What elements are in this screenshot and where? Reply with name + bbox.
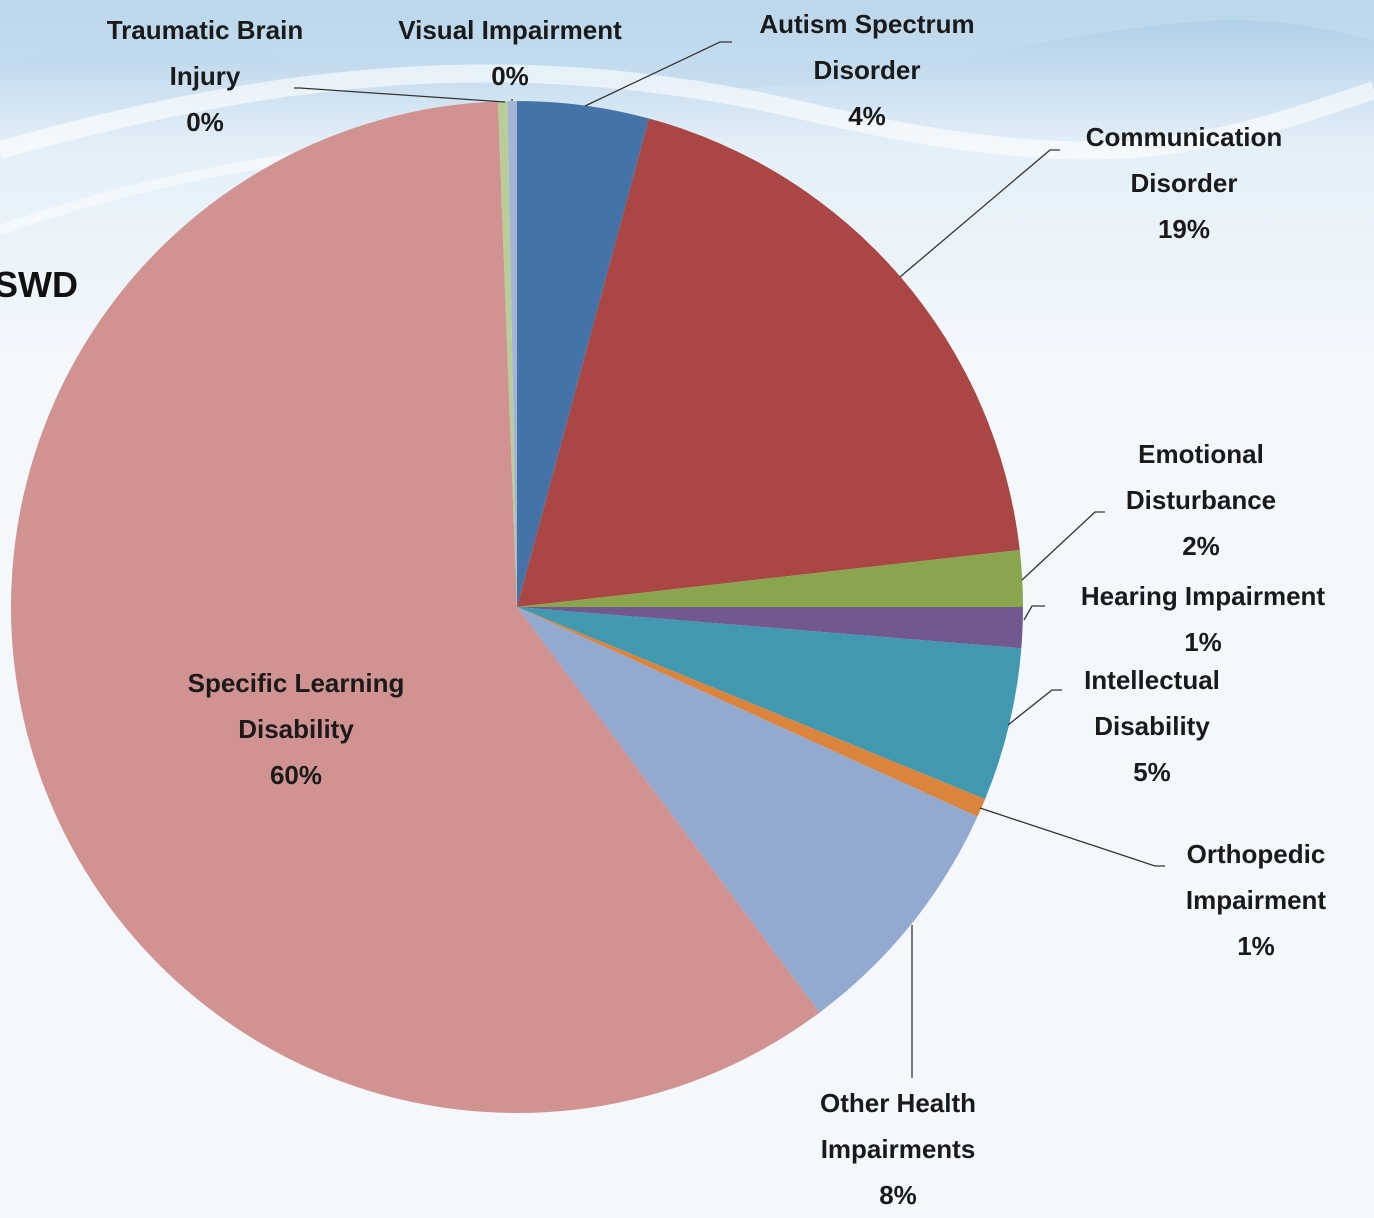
category-label: Hearing Impairment <box>1080 581 1326 611</box>
pie-slice <box>517 549 1023 607</box>
slice-label: Traumatic Brain Injury 0% <box>103 7 308 145</box>
category-label: Visual Impairment <box>398 15 622 45</box>
slice-label: Communication Disorder 19% <box>1054 114 1314 252</box>
pie-slice <box>517 607 978 1013</box>
category-label: Other Health Impairments <box>819 1088 977 1164</box>
category-label: Autism Spectrum Disorder <box>759 9 975 85</box>
category-label: Communication Disorder <box>1085 122 1283 198</box>
category-label: Intellectual Disability <box>1084 665 1220 741</box>
slice-label: Autism Spectrum Disorder 4% <box>732 1 1002 139</box>
leader-line <box>1007 689 1062 726</box>
slice-label: Visual Impairment 0% <box>360 7 660 99</box>
category-label: Orthopedic Impairment <box>1185 839 1327 915</box>
leader-line <box>584 41 732 107</box>
pie-slice <box>517 607 1023 649</box>
value-label: 0% <box>491 61 529 91</box>
leader-line <box>1021 511 1105 581</box>
pie-slice <box>517 101 649 607</box>
value-label: 2% <box>1182 531 1220 561</box>
pie-slice <box>11 101 820 1114</box>
slice-label: Intellectual Disability 5% <box>1052 657 1252 795</box>
value-label: 4% <box>848 101 886 131</box>
category-label: Emotional Disturbance <box>1125 439 1277 515</box>
value-label: 0% <box>186 107 224 137</box>
category-label: Specific Learning Disability <box>187 668 405 744</box>
category-label: Traumatic Brain Injury <box>106 15 304 91</box>
leader-line <box>899 149 1060 278</box>
pie-slice <box>517 118 1020 607</box>
value-label: 8% <box>879 1180 917 1210</box>
slice-label: Specific Learning Disability 60% <box>151 660 441 798</box>
slice-label: Orthopedic Impairment 1% <box>1156 831 1356 969</box>
value-label: 19% <box>1157 214 1211 244</box>
value-label: 1% <box>1237 931 1275 961</box>
value-label: 60% <box>269 760 323 790</box>
pie-slice <box>507 101 517 607</box>
value-label: 1% <box>1184 627 1222 657</box>
pie-slice <box>517 607 1022 800</box>
pie-slice <box>497 101 517 607</box>
chart-title: SWD <box>0 264 78 305</box>
value-label: 5% <box>1133 757 1171 787</box>
slice-label: Other Health Impairments 8% <box>783 1080 1013 1218</box>
leader-line <box>1023 605 1045 621</box>
leader-line <box>294 87 506 103</box>
slice-label: Emotional Disturbance 2% <box>1101 431 1301 569</box>
slice-label: Hearing Impairment 1% <box>1038 573 1368 665</box>
leader-line <box>979 807 1165 867</box>
pie-slice <box>517 607 986 817</box>
